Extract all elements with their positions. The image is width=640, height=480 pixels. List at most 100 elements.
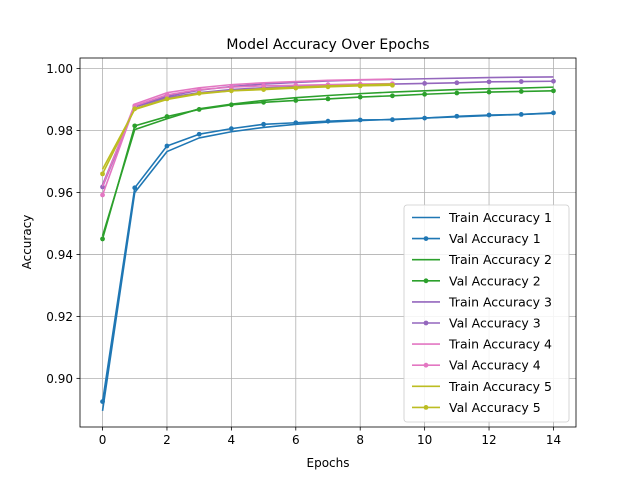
series-2 (100, 110, 556, 404)
x-tick-label: 2 (163, 433, 171, 447)
chart-title: Model Accuracy Over Epochs (226, 37, 429, 53)
data-point (100, 184, 105, 190)
plot-area-frame (79, 57, 577, 428)
x-tick-label: 12 (481, 433, 496, 447)
y-tick-label: 0.92 (46, 310, 73, 324)
legend-entry: Val Accuracy 3 (412, 316, 541, 331)
legend-entry: Val Accuracy 4 (412, 358, 541, 373)
data-point (486, 89, 492, 95)
data-point (454, 113, 460, 119)
x-tick-label: 0 (99, 433, 107, 447)
data-point (100, 171, 105, 177)
data-point (228, 84, 234, 90)
data-point (261, 121, 266, 127)
data-point (100, 236, 105, 242)
data-point (454, 90, 460, 96)
legend-label: Val Accuracy 4 (449, 358, 541, 373)
y-axis-label: Accuracy (20, 215, 34, 270)
series-line (101, 84, 393, 175)
data-point (390, 93, 395, 99)
legend-label: Val Accuracy 3 (449, 316, 541, 331)
data-point (325, 84, 331, 90)
y-tick-label: 0.94 (46, 248, 73, 262)
legend-label: Train Accuracy 3 (448, 294, 552, 309)
legend-label: Train Accuracy 5 (448, 379, 552, 394)
data-point (228, 88, 234, 94)
data-point (196, 131, 202, 137)
y-tick-label: 0.98 (46, 124, 73, 138)
data-point (390, 117, 395, 123)
data-point (164, 96, 170, 102)
legend-marker (423, 405, 429, 410)
series-line (101, 86, 554, 237)
data-point (132, 106, 138, 112)
legend-label: Val Accuracy 5 (449, 400, 541, 415)
data-point (228, 102, 234, 108)
data-point (518, 111, 524, 117)
data-point (196, 90, 202, 96)
series-group (100, 76, 556, 412)
series-7 (101, 78, 393, 187)
legend-marker (423, 320, 429, 326)
legend-entry: Train Accuracy 4 (412, 337, 552, 352)
data-point (261, 87, 266, 93)
data-point (518, 89, 524, 94)
data-point (486, 112, 492, 118)
legend-entry: Train Accuracy 2 (412, 252, 552, 267)
x-tick-label: 10 (417, 433, 432, 447)
x-axis-label: Epochs (307, 456, 350, 470)
legend-marker (423, 236, 429, 242)
x-tick-label: 8 (356, 433, 364, 447)
data-point (486, 79, 492, 85)
data-point (551, 88, 556, 94)
series-4 (100, 88, 556, 242)
data-point (100, 399, 105, 404)
data-point (422, 115, 428, 121)
y-tick-label: 0.90 (46, 372, 73, 386)
data-point (164, 92, 170, 98)
data-point (518, 79, 524, 84)
legend-label: Val Accuracy 2 (449, 273, 541, 288)
legend-label: Train Accuracy 1 (448, 210, 552, 225)
y-tick-label: 1.00 (46, 62, 73, 76)
x-tick-label: 14 (546, 433, 561, 447)
data-point (357, 83, 363, 89)
data-point (325, 118, 331, 124)
data-point (357, 117, 363, 123)
legend-entry: Val Accuracy 2 (412, 273, 541, 288)
data-point (164, 143, 170, 149)
data-point (132, 185, 138, 191)
data-point (100, 192, 105, 198)
y-axis-ticks: 0.90 0.92 0.94 0.96 0.98 1.00 (46, 62, 80, 386)
data-point (293, 120, 299, 126)
data-point (261, 83, 266, 89)
series-line (101, 82, 393, 196)
data-point (551, 78, 556, 84)
data-point (293, 85, 299, 91)
data-point (390, 82, 395, 88)
x-tick-label: 4 (228, 433, 236, 447)
data-point (196, 107, 202, 112)
legend-entry: Train Accuracy 3 (412, 294, 552, 309)
legend-entry: Train Accuracy 1 (412, 210, 552, 225)
data-point (422, 91, 428, 97)
data-point (422, 81, 428, 86)
data-point (357, 94, 363, 100)
legend-label: Val Accuracy 1 (449, 231, 541, 246)
data-point (164, 114, 170, 119)
data-point (551, 110, 556, 116)
legend-box (403, 204, 570, 423)
y-tick-label: 0.96 (46, 186, 73, 200)
legend-label: Train Accuracy 4 (448, 337, 552, 352)
series-10 (100, 82, 395, 177)
legend: Train Accuracy 1 Val Accuracy 1 Train Accu… (403, 204, 570, 423)
legend-entry: Train Accuracy 5 (412, 379, 552, 394)
data-point (228, 126, 234, 132)
x-axis-ticks: 0 2 4 6 8 10 12 14 (99, 427, 561, 447)
series-3 (101, 86, 554, 237)
legend-label: Train Accuracy 2 (448, 252, 552, 267)
x-tick-label: 6 (292, 433, 300, 447)
legend-marker (423, 362, 429, 368)
series-line (101, 78, 393, 187)
